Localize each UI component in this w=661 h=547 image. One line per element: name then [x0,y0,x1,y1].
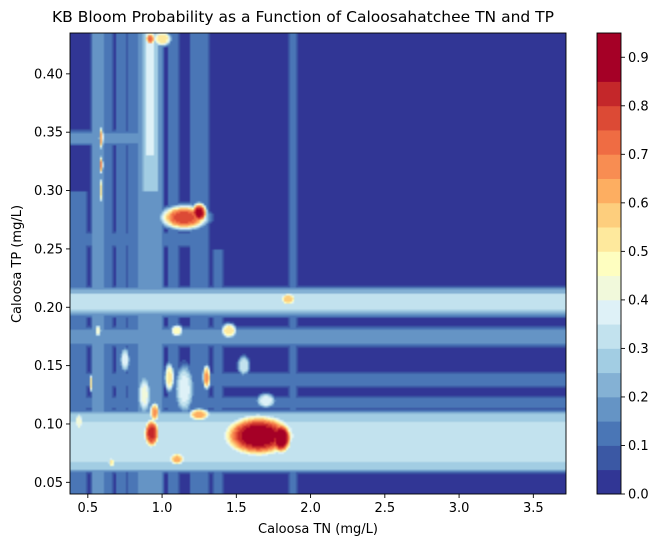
colorbar-tick-label: 0.8 [628,99,649,114]
y-tick-label: 0.15 [34,359,63,374]
colorbar-tick-label: 0.7 [628,148,649,163]
y-axis: 0.05 0.10 0.15 0.20 0.25 0.30 0.35 0.40 [34,67,70,491]
colorbar-tick-label: 0.6 [628,196,649,211]
colorbar-segment [597,202,621,228]
y-tick-label: 0.35 [34,126,63,141]
x-tick-label: 3.0 [449,501,470,516]
colorbar-tick-label: 0.3 [628,342,649,357]
x-axis-label: Caloosa TN (mg/L) [258,522,378,537]
colorbar-tick-label: 0.1 [628,439,649,454]
colorbar-segment [597,178,621,204]
plot-frame [69,32,567,495]
y-tick-label: 0.25 [34,242,63,257]
x-tick-label: 2.0 [300,501,321,516]
x-tick-label: 0.5 [77,501,98,516]
colorbar-segment [597,324,621,349]
colorbar-segments [597,33,621,495]
colorbar-segment [597,396,621,422]
plot-area [69,32,567,495]
y-axis-label: Caloosa TP (mg/L) [10,205,25,323]
colorbar-tick-label: 0.2 [628,390,649,405]
x-tick-label: 1.0 [152,501,173,516]
y-tick-label: 0.20 [34,301,63,316]
x-tick-label: 3.5 [523,501,544,516]
colorbar-tick-label: 0.9 [628,51,649,66]
chart-title: KB Bloom Probability as a Function of Ca… [52,8,554,26]
colorbar-segment [597,275,621,301]
x-tick-label: 1.5 [226,501,247,516]
y-tick-label: 0.40 [34,67,63,82]
x-axis: 0.5 1.0 1.5 2.0 2.5 3.0 3.5 [77,494,544,516]
colorbar: 0.0 0.1 0.2 0.3 0.4 0.5 0.6 0.7 0.8 0.9 [596,32,649,503]
colorbar-segment [597,130,621,155]
colorbar-tick-label: 0.4 [628,293,649,308]
colorbar-frame [596,32,622,495]
colorbar-segment [597,81,621,107]
colorbar-segment [597,154,621,179]
colorbar-segment [597,299,621,325]
colorbar-segment [597,227,621,252]
colorbar-segment [597,251,621,277]
y-tick-label: 0.30 [34,184,63,199]
colorbar-segment [597,105,621,131]
colorbar-segment [597,421,621,446]
colorbar-ticks: 0.0 0.1 0.2 0.3 0.4 0.5 0.6 0.7 0.8 0.9 [621,51,649,503]
colorbar-tick-label: 0.5 [628,245,649,260]
colorbar-segment [597,348,621,374]
colorbar-segment [597,445,621,471]
y-tick-label: 0.10 [34,417,63,432]
colorbar-segment [597,33,621,82]
colorbar-tick-label: 0.0 [628,488,649,503]
heatmap-image [70,33,566,494]
y-tick-label: 0.05 [34,476,63,491]
x-tick-label: 2.5 [374,501,395,516]
colorbar-segment [597,372,621,398]
colorbar-segment [597,469,621,495]
